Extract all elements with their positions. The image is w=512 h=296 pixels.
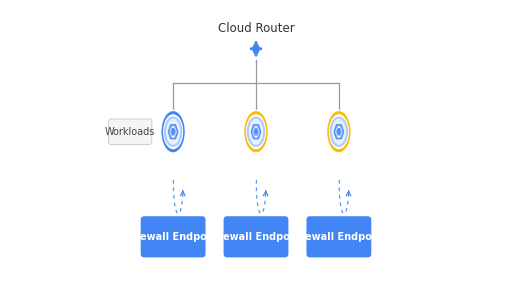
FancyBboxPatch shape <box>141 216 205 257</box>
Ellipse shape <box>165 118 181 146</box>
Ellipse shape <box>246 114 266 149</box>
Ellipse shape <box>248 118 264 146</box>
FancyBboxPatch shape <box>224 216 288 257</box>
Ellipse shape <box>161 110 185 153</box>
Ellipse shape <box>244 110 268 153</box>
Polygon shape <box>168 125 178 139</box>
Polygon shape <box>334 125 344 139</box>
Polygon shape <box>253 128 259 136</box>
Polygon shape <box>254 46 258 52</box>
Ellipse shape <box>331 118 347 146</box>
Ellipse shape <box>163 114 183 149</box>
Polygon shape <box>170 128 176 136</box>
Polygon shape <box>349 189 351 191</box>
Text: Workloads: Workloads <box>105 127 155 137</box>
Polygon shape <box>184 189 185 191</box>
Text: Firewall Endpoint: Firewall Endpoint <box>124 232 222 242</box>
Ellipse shape <box>329 114 349 149</box>
Text: Firewall Endpoint: Firewall Endpoint <box>290 232 388 242</box>
FancyBboxPatch shape <box>307 216 371 257</box>
Polygon shape <box>251 125 261 139</box>
Polygon shape <box>266 189 268 191</box>
Ellipse shape <box>327 110 351 153</box>
Polygon shape <box>336 128 342 136</box>
Text: Firewall Endpoint: Firewall Endpoint <box>207 232 305 242</box>
Text: Cloud Router: Cloud Router <box>218 22 294 35</box>
FancyBboxPatch shape <box>109 119 152 144</box>
